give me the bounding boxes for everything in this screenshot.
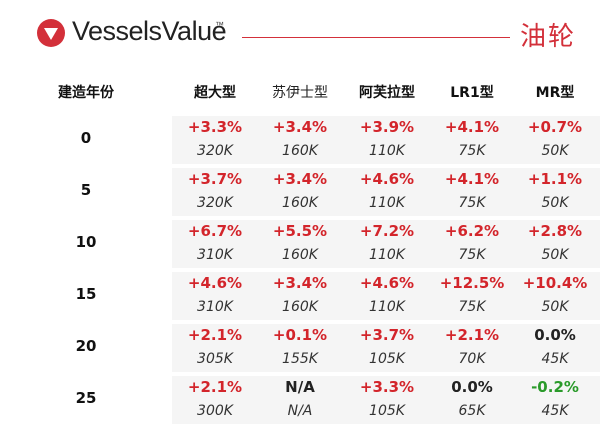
value-cell: 110K: [369, 247, 405, 263]
value-cell: 75K: [458, 299, 486, 315]
brand-name: VesselsValue: [72, 16, 227, 46]
value-cell: 45K: [541, 351, 569, 367]
percent-change-cell: +0.7%: [527, 118, 583, 136]
column-header-mr: MR型: [535, 85, 575, 101]
trademark-mark: ™: [215, 20, 224, 30]
value-cell: 305K: [197, 351, 233, 367]
row-age-label: 10: [75, 233, 97, 251]
percent-change-cell: +3.4%: [272, 118, 328, 136]
value-cell: 155K: [282, 351, 318, 367]
value-cell: 70K: [458, 351, 486, 367]
value-cell: 160K: [282, 299, 318, 315]
percent-change-cell: +7.2%: [359, 222, 415, 240]
percent-change-cell: +5.5%: [272, 222, 328, 240]
vesselsvalue-logo-icon: [37, 19, 65, 47]
percent-change-cell: +3.4%: [272, 170, 328, 188]
column-header-aframax: 阿芙拉型: [359, 85, 415, 101]
percent-change-cell: -0.2%: [531, 378, 579, 396]
value-cell: 110K: [369, 299, 405, 315]
table-row: [172, 324, 600, 372]
value-cell: 50K: [541, 299, 569, 315]
value-cell: 65K: [458, 403, 486, 419]
value-cell: 160K: [282, 247, 318, 263]
column-header-lr1: LR1型: [450, 85, 494, 101]
percent-change-cell: +4.6%: [359, 274, 415, 292]
table-row: [172, 116, 600, 164]
table-row: [172, 376, 600, 424]
table-row: [172, 220, 600, 268]
row-age-label: 25: [75, 389, 97, 407]
value-cell: 50K: [541, 143, 569, 159]
percent-change-cell: +10.4%: [522, 274, 588, 292]
value-cell: 75K: [458, 195, 486, 211]
value-cell: 75K: [458, 247, 486, 263]
column-header-vlcc: 超大型: [194, 85, 236, 101]
percent-change-cell: +3.4%: [272, 274, 328, 292]
value-cell: N/A: [287, 403, 313, 419]
value-cell: 45K: [541, 403, 569, 419]
percent-change-cell: +3.7%: [187, 170, 243, 188]
percent-change-cell: +2.1%: [187, 326, 243, 344]
percent-change-cell: 0.0%: [534, 326, 576, 344]
percent-change-cell: +2.1%: [187, 378, 243, 396]
value-cell: 110K: [369, 195, 405, 211]
row-age-label: 15: [75, 285, 97, 303]
table-row: [172, 272, 600, 320]
value-cell: 310K: [197, 299, 233, 315]
percent-change-cell: +2.8%: [527, 222, 583, 240]
value-cell: 320K: [197, 143, 233, 159]
percent-change-cell: +2.1%: [444, 326, 500, 344]
value-cell: 110K: [369, 143, 405, 159]
value-cell: 50K: [541, 247, 569, 263]
percent-change-cell: +4.1%: [444, 118, 500, 136]
percent-change-cell: +4.6%: [187, 274, 243, 292]
percent-change-cell: +1.1%: [527, 170, 583, 188]
percent-change-cell: +3.9%: [359, 118, 415, 136]
header-rule: [242, 37, 510, 38]
value-cell: 320K: [197, 195, 233, 211]
row-age-label: 20: [75, 337, 97, 355]
percent-change-cell: +3.3%: [187, 118, 243, 136]
table-row: [172, 168, 600, 216]
value-cell: 300K: [197, 403, 233, 419]
value-cell: 160K: [282, 143, 318, 159]
value-cell: 75K: [458, 143, 486, 159]
row-age-label: 5: [80, 181, 92, 199]
percent-change-cell: +6.2%: [444, 222, 500, 240]
page-title: 油轮: [520, 22, 577, 52]
header: VesselsValue ™ 油轮: [0, 0, 600, 70]
percent-change-cell: +3.7%: [359, 326, 415, 344]
percent-change-cell: +6.7%: [187, 222, 243, 240]
column-header-suezmax: 苏伊士型: [272, 85, 328, 101]
percent-change-cell: +4.6%: [359, 170, 415, 188]
value-cell: 50K: [541, 195, 569, 211]
percent-change-cell: N/A: [285, 378, 315, 396]
percent-change-cell: +3.3%: [359, 378, 415, 396]
percent-change-cell: +4.1%: [444, 170, 500, 188]
value-cell: 310K: [197, 247, 233, 263]
age-column-header: 建造年份: [58, 85, 114, 101]
percent-change-cell: +12.5%: [439, 274, 505, 292]
value-cell: 160K: [282, 195, 318, 211]
percent-change-cell: +0.1%: [272, 326, 328, 344]
row-age-label: 0: [80, 129, 92, 147]
percent-change-cell: 0.0%: [451, 378, 493, 396]
value-cell: 105K: [369, 351, 405, 367]
value-cell: 105K: [369, 403, 405, 419]
table-header-row: 建造年份 超大型 苏伊士型 阿芙拉型 LR1型 MR型: [0, 70, 600, 114]
